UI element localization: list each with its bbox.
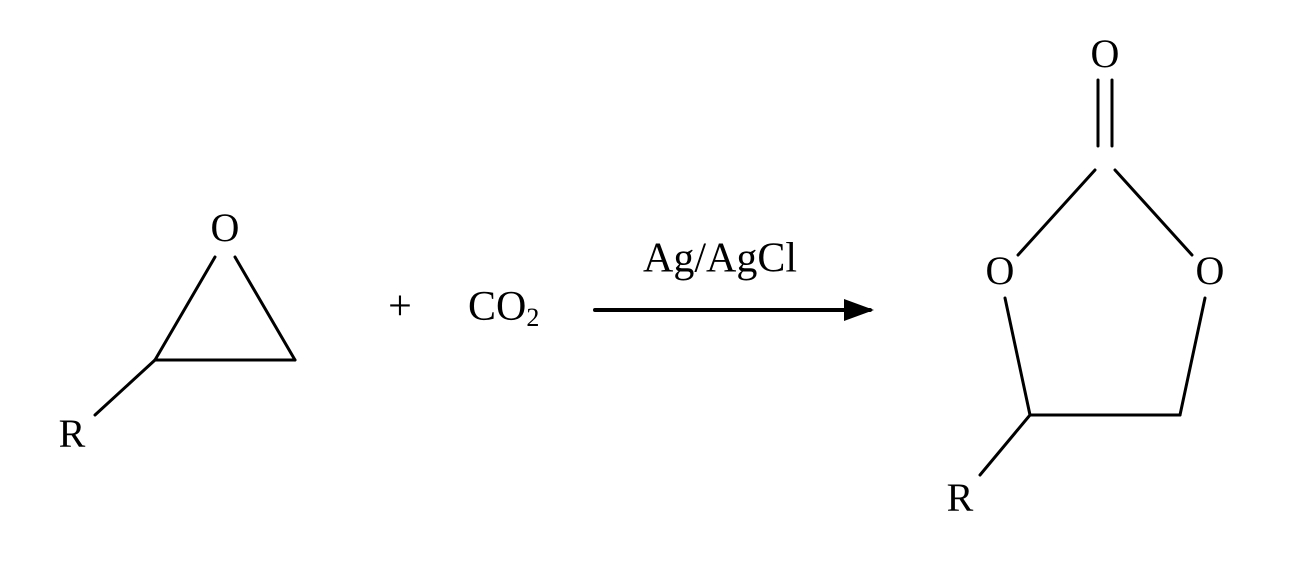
product-r-bond bbox=[980, 415, 1030, 475]
product-c-ol-bond bbox=[1018, 170, 1095, 255]
reaction-arrow-head bbox=[844, 299, 874, 321]
product-r-label: R bbox=[947, 475, 974, 520]
co2-label: CO2 bbox=[468, 284, 539, 332]
catalyst-label: Ag/AgCl bbox=[643, 236, 797, 282]
epoxide-r-label: R bbox=[59, 411, 86, 456]
product-ol-cbl-bond bbox=[1005, 298, 1030, 415]
epoxide-c-o-right-bond bbox=[235, 257, 295, 360]
epoxide-r-bond bbox=[95, 360, 155, 415]
product-or-cbr-bond bbox=[1180, 298, 1205, 415]
product-o-top-atom: O bbox=[1091, 31, 1120, 76]
svg-text:CO2: CO2 bbox=[468, 284, 539, 332]
plus-sign: + bbox=[388, 284, 412, 330]
product-c-or-bond bbox=[1115, 170, 1192, 255]
epoxide-c-o-left-bond bbox=[155, 257, 215, 360]
product-o-left-atom: O bbox=[986, 248, 1015, 293]
epoxide-o-atom: O bbox=[211, 205, 240, 250]
product-o-right-atom: O bbox=[1196, 248, 1225, 293]
